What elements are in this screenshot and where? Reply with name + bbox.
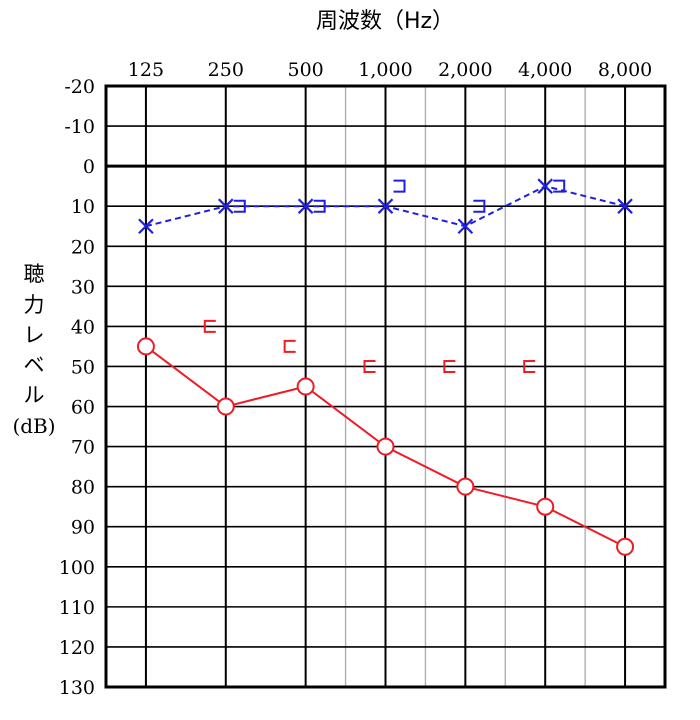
x-tick-label: 2,000 (438, 59, 492, 81)
y-tick-label: 0 (83, 156, 95, 178)
y-axis-label-char: ル (24, 383, 45, 407)
y-axis-label-char: レ (24, 323, 45, 347)
y-tick-label: 50 (71, 356, 95, 378)
data-point-cross (297, 198, 314, 214)
data-point-circle (536, 497, 555, 516)
data-point-circle (136, 337, 155, 356)
y-tick-label: 110 (59, 597, 95, 619)
data-point-bracket-right (393, 179, 406, 193)
data-point-bracket-right (313, 199, 326, 213)
y-tick-label: -10 (64, 116, 95, 138)
x-tick-label: 1,000 (358, 59, 412, 81)
chart-title: 周波数（Hz） (316, 9, 454, 34)
y-tick-label: 10 (71, 196, 95, 218)
data-point-bracket-right (233, 199, 246, 213)
x-tick-label: 4,000 (518, 59, 572, 81)
data-point-bracket-left (203, 319, 216, 333)
data-point-bracket-left (283, 339, 296, 353)
data-point-bracket-left (443, 359, 456, 373)
grid-lines (104, 84, 667, 689)
data-point-cross (457, 218, 474, 235)
y-tick-label: 30 (71, 276, 95, 298)
y-tick-label: 70 (71, 437, 95, 459)
data-point-cross (377, 198, 394, 214)
data-point-bracket-left (523, 359, 536, 373)
y-tick-label: 40 (71, 316, 95, 338)
data-point-bracket-right (553, 179, 566, 193)
data-point-cross (537, 178, 553, 194)
x-tick-label: 125 (128, 59, 164, 81)
x-tick-label: 250 (208, 59, 244, 81)
y-tick-label: -20 (64, 76, 95, 98)
data-point-cross (617, 198, 633, 214)
data-point-circle (456, 477, 475, 496)
y-tick-label: 90 (71, 517, 95, 539)
tick-labels: 125 250 500 1,000 2,000 4,000 8,000 -20 -10 0 10 20… (59, 59, 653, 699)
data-point-circle (216, 397, 235, 416)
data-point-bracket-left (363, 359, 376, 373)
data-point-circle (296, 377, 315, 396)
data-series (136, 178, 635, 556)
y-tick-label: 120 (59, 637, 95, 659)
data-point-circle (616, 537, 635, 556)
y-tick-label: 80 (71, 477, 95, 499)
y-tick-label: 20 (71, 236, 95, 258)
data-point-cross (218, 198, 234, 214)
y-axis-label-char: 力 (24, 293, 45, 317)
plot-frame (104, 84, 667, 689)
data-point-cross (138, 218, 154, 235)
x-tick-label: 8,000 (598, 59, 652, 81)
data-point-circle (376, 437, 395, 456)
y-axis-label-char: ベ (24, 353, 45, 377)
y-tick-label: 100 (59, 557, 95, 579)
data-point-bracket-right (473, 199, 486, 213)
y-tick-label: 60 (71, 397, 95, 419)
x-tick-label: 500 (288, 59, 324, 81)
y-axis-label-char: 聴 (24, 262, 45, 286)
y-tick-label: 130 (59, 677, 95, 699)
y-axis-label-unit: (dB) (12, 414, 55, 438)
